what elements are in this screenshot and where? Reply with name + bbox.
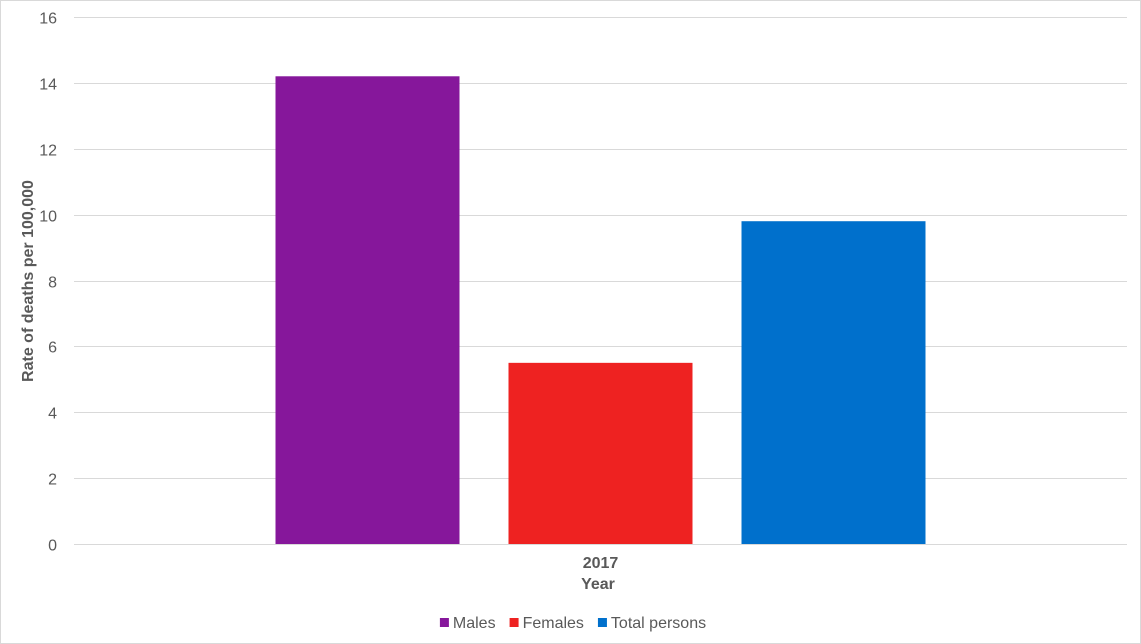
legend-swatch (509, 618, 519, 627)
y-tick-label: 2 (48, 472, 57, 489)
legend-swatch (597, 618, 607, 627)
legend-label: Females (523, 615, 584, 632)
y-tick-label: 0 (48, 538, 57, 555)
x-axis-categories: 2017 (583, 555, 619, 572)
y-tick-label: 16 (39, 11, 57, 28)
legend: Males Females Total persons (439, 615, 706, 632)
y-tick-label: 6 (48, 340, 57, 357)
bar-males (275, 76, 460, 544)
bar-females (508, 362, 693, 544)
legend-item: Total persons (597, 615, 706, 632)
bar-total-persons (741, 221, 926, 544)
bars (275, 76, 926, 544)
legend-swatch (439, 618, 449, 627)
x-axis-title: Year (581, 576, 615, 593)
legend-item: Males (439, 615, 496, 632)
y-axis-title: Rate of deaths per 100,000 (20, 180, 37, 382)
legend-item: Females (509, 615, 584, 632)
y-tick-label: 10 (39, 209, 57, 226)
legend-label: Males (453, 615, 496, 632)
legend-label: Total persons (611, 615, 706, 632)
gridlines (74, 17, 1127, 545)
y-tick-label: 4 (48, 406, 57, 423)
y-tick-label: 12 (39, 143, 57, 160)
y-tick-label: 8 (48, 275, 57, 292)
y-tick-label: 14 (39, 77, 57, 94)
y-axis-ticks: 0 2 4 6 8 10 12 14 16 (39, 11, 57, 555)
x-category-label: 2017 (583, 555, 619, 572)
